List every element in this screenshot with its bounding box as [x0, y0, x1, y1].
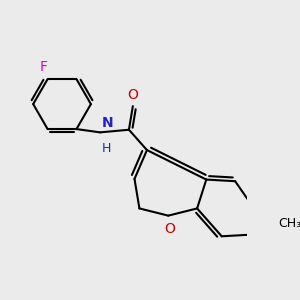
Text: F: F [40, 60, 48, 74]
Text: H: H [102, 142, 111, 154]
Text: N: N [102, 116, 113, 130]
Text: O: O [164, 221, 175, 236]
Text: CH₃: CH₃ [278, 217, 300, 230]
Text: O: O [128, 88, 138, 102]
